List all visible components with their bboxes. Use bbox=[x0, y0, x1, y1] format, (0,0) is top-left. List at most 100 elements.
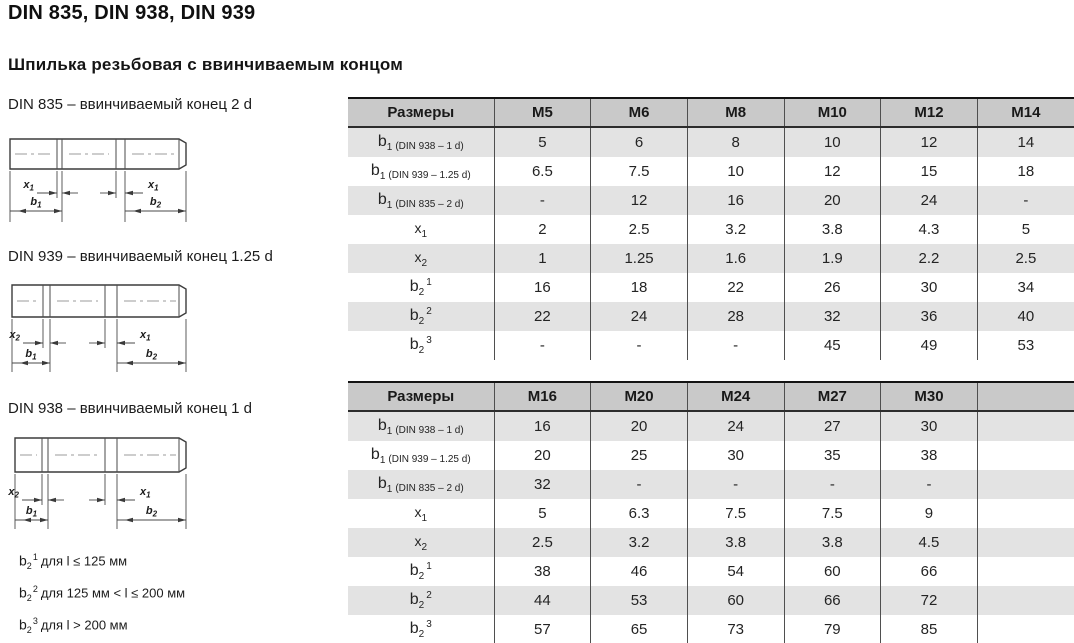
value-cell: 30 bbox=[880, 273, 978, 302]
dimension-table: Размеры M5 M6 M8 M10 M12 M14 b1 (DIN 938 – 1 d) 5… bbox=[348, 97, 1074, 360]
table-row: b1 (DIN 939 – 1.25 d) 20 25 30 35 38 bbox=[348, 441, 1074, 470]
value-cell: 4.5 bbox=[880, 528, 978, 557]
value-cell: 20 bbox=[493, 441, 591, 470]
value-cell: 18 bbox=[590, 273, 688, 302]
table-row: b22 22 24 28 32 36 40 bbox=[348, 302, 1074, 331]
value-cell: 2.5 bbox=[976, 244, 1074, 273]
value-cell: 53 bbox=[976, 331, 1074, 360]
value-cell: 25 bbox=[590, 441, 688, 470]
svg-text:b2: b2 bbox=[146, 348, 158, 362]
value-cell: 5 bbox=[976, 215, 1074, 244]
value-cell: - bbox=[976, 186, 1074, 215]
size-column-header: M14 bbox=[976, 98, 1074, 128]
table-row: b21 16 18 22 26 30 34 bbox=[348, 273, 1074, 302]
table-row: x1 5 6.3 7.5 7.5 9 bbox=[348, 499, 1074, 528]
header-row: Размеры M16 M20 M24 M27 M30 bbox=[348, 382, 1074, 412]
value-cell: 44 bbox=[493, 586, 591, 615]
value-cell: 54 bbox=[686, 557, 784, 586]
footnotes: b21 для l ≤ 125 мм b22 для 125 мм < l ≤ 200… bbox=[19, 552, 185, 643]
table-row: b23 57 65 73 79 85 bbox=[348, 615, 1074, 643]
din-939-stud-drawing: x2 x1 b1 b2 bbox=[8, 284, 187, 372]
value-cell: - bbox=[493, 331, 591, 360]
table-row: b1 (DIN 835 – 2 d) -12 16 20 24- bbox=[348, 186, 1074, 215]
value-cell bbox=[976, 470, 1074, 499]
value-cell: 12 bbox=[880, 127, 978, 157]
value-cell bbox=[976, 499, 1074, 528]
table-row: x1 2 2.5 3.2 3.8 4.3 5 bbox=[348, 215, 1074, 244]
value-cell: 3.2 bbox=[590, 528, 688, 557]
value-cell: 45 bbox=[783, 331, 881, 360]
table-row: b1 (DIN 835 – 2 d) 32- - - - bbox=[348, 470, 1074, 499]
din-835-stud-drawing: x1 x1 b1 b2 bbox=[9, 138, 187, 222]
size-column-header: M27 bbox=[783, 382, 881, 412]
size-column-header: M8 bbox=[686, 98, 784, 128]
size-column-header: M5 bbox=[493, 98, 591, 128]
value-cell: 6.5 bbox=[493, 157, 591, 186]
value-cell: 73 bbox=[686, 615, 784, 643]
value-cell: 60 bbox=[686, 586, 784, 615]
value-cell: 6 bbox=[590, 127, 688, 157]
header-row: Размеры M5 M6 M8 M10 M12 M14 bbox=[348, 98, 1074, 128]
size-column-header: M16 bbox=[493, 382, 591, 412]
value-cell: 1.25 bbox=[590, 244, 688, 273]
dimension-table-m5-m14: Размеры M5 M6 M8 M10 M12 M14 b1 (DIN 938 – 1 d) 5… bbox=[348, 97, 1074, 360]
table-row: b1 (DIN 938 – 1 d) 5 6 8 10 12 14 bbox=[348, 127, 1074, 157]
value-cell: 20 bbox=[783, 186, 881, 215]
value-cell: 6.3 bbox=[590, 499, 688, 528]
svg-text:b1: b1 bbox=[26, 505, 38, 519]
svg-text:b2: b2 bbox=[150, 196, 162, 210]
value-cell: 40 bbox=[976, 302, 1074, 331]
value-cell: 66 bbox=[880, 557, 978, 586]
row-label-column-header: Размеры bbox=[348, 98, 495, 128]
svg-text:x1: x1 bbox=[147, 179, 159, 193]
drawing-caption-din938: DIN 938 – ввинчиваемый конец 1 d bbox=[8, 400, 252, 417]
row-label: b23 bbox=[409, 335, 432, 356]
value-cell: 57 bbox=[493, 615, 591, 643]
value-cell: 12 bbox=[783, 157, 881, 186]
value-cell: 26 bbox=[783, 273, 881, 302]
value-cell: 14 bbox=[976, 127, 1074, 157]
drawing-caption-din939: DIN 939 – ввинчиваемый конец 1.25 d bbox=[8, 248, 273, 265]
din-938-stud-drawing: x2 x1 b1 b2 bbox=[7, 437, 187, 529]
size-column-header: M30 bbox=[880, 382, 978, 412]
size-column-header bbox=[976, 382, 1074, 412]
value-cell bbox=[976, 557, 1074, 586]
value-cell: 3.8 bbox=[783, 528, 881, 557]
value-cell: 35 bbox=[783, 441, 881, 470]
value-cell: 3.2 bbox=[686, 215, 784, 244]
size-column-header: M10 bbox=[783, 98, 881, 128]
row-label: x1 bbox=[414, 219, 428, 240]
value-cell: 46 bbox=[590, 557, 688, 586]
row-label: b1 (DIN 939 – 1.25 d) bbox=[370, 445, 471, 466]
value-cell: 16 bbox=[493, 273, 591, 302]
value-cell: 27 bbox=[783, 411, 881, 441]
value-cell: 18 bbox=[976, 157, 1074, 186]
value-cell: - bbox=[493, 186, 591, 215]
value-cell: 1 bbox=[493, 244, 591, 273]
table-row: b21 38 46 54 60 66 bbox=[348, 557, 1074, 586]
value-cell bbox=[976, 441, 1074, 470]
value-cell: - bbox=[783, 470, 881, 499]
value-cell: 20 bbox=[590, 411, 688, 441]
value-cell: 30 bbox=[686, 441, 784, 470]
row-label: b1 (DIN 939 – 1.25 d) bbox=[370, 161, 471, 182]
value-cell: 53 bbox=[590, 586, 688, 615]
value-cell: 38 bbox=[493, 557, 591, 586]
footnote: b21 для l ≤ 125 мм bbox=[19, 552, 128, 571]
value-cell: 49 bbox=[880, 331, 978, 360]
svg-text:x1: x1 bbox=[139, 486, 151, 500]
svg-text:x2: x2 bbox=[7, 486, 19, 500]
value-cell: 10 bbox=[783, 127, 881, 157]
value-cell: 36 bbox=[880, 302, 978, 331]
table-row: b1 (DIN 938 – 1 d) 16 20 24 27 30 bbox=[348, 411, 1074, 441]
value-cell: 3.8 bbox=[783, 215, 881, 244]
value-cell: - bbox=[590, 331, 688, 360]
value-cell: 30 bbox=[880, 411, 978, 441]
value-cell: 1.9 bbox=[783, 244, 881, 273]
row-label: b23 bbox=[409, 619, 432, 640]
page-subtitle: Шпилька резьбовая с ввинчиваемым концом bbox=[8, 55, 404, 74]
svg-text:b2: b2 bbox=[146, 505, 158, 519]
value-cell: 2.5 bbox=[590, 215, 688, 244]
value-cell: 38 bbox=[880, 441, 978, 470]
